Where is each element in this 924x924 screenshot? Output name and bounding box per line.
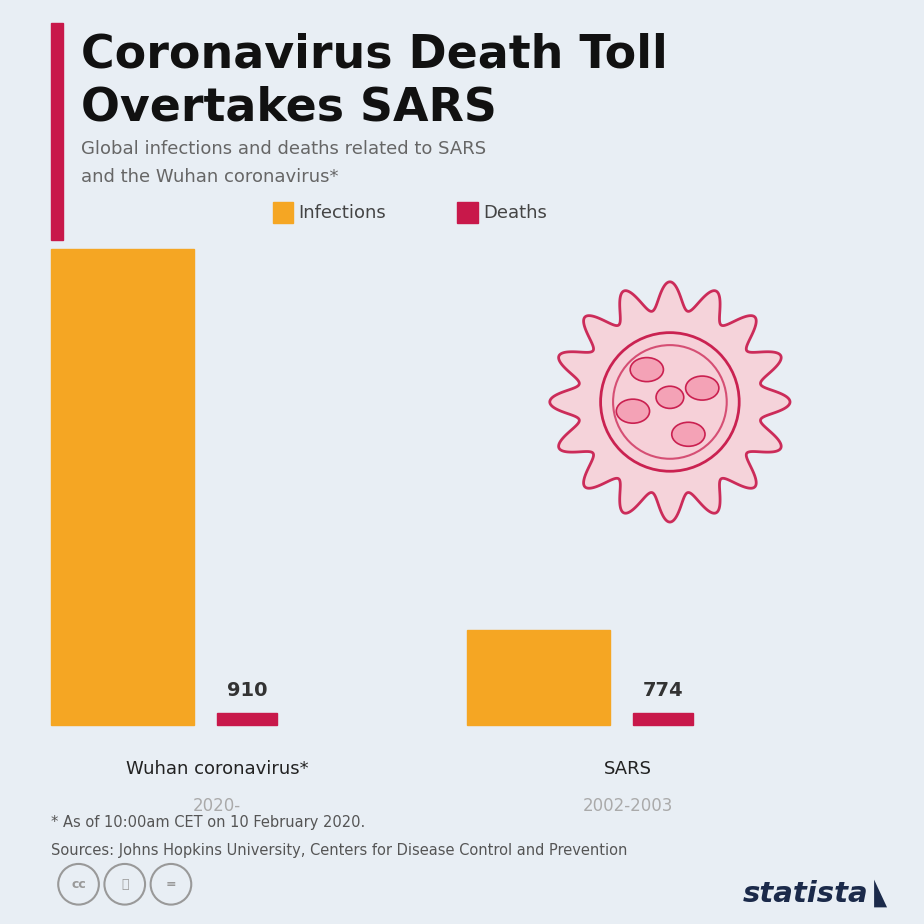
Bar [457,202,478,223]
Text: Wuhan coronavirus*: Wuhan coronavirus* [126,760,309,778]
Text: and the Wuhan coronavirus*: and the Wuhan coronavirus* [81,168,339,186]
Polygon shape [550,282,790,522]
Ellipse shape [656,386,684,408]
Ellipse shape [630,358,663,382]
Text: Coronavirus Death Toll: Coronavirus Death Toll [81,32,668,78]
Text: 2020-: 2020- [193,797,241,815]
Ellipse shape [686,376,719,400]
Bar [217,713,277,725]
Bar [51,249,194,725]
Text: 774: 774 [643,681,683,699]
Text: ⓘ: ⓘ [121,878,128,891]
Text: Infections: Infections [298,203,386,222]
Text: =: = [165,878,176,891]
Circle shape [601,333,739,471]
Bar [467,630,610,725]
Text: statista: statista [743,881,869,908]
Text: Overtakes SARS: Overtakes SARS [81,85,497,130]
Text: SARS: SARS [604,760,652,778]
Ellipse shape [672,422,705,446]
Polygon shape [874,880,887,907]
Ellipse shape [616,399,650,423]
Text: cc: cc [71,878,86,891]
Text: 8,096: 8,096 [483,678,545,697]
Text: 40,561: 40,561 [67,526,142,544]
Bar [51,23,63,240]
Text: Sources: Johns Hopkins University, Centers for Disease Control and Prevention: Sources: Johns Hopkins University, Cente… [51,843,627,857]
Bar [273,202,293,223]
Text: 910: 910 [227,681,267,699]
Text: 2002-2003: 2002-2003 [583,797,674,815]
Text: Deaths: Deaths [483,203,547,222]
Bar [633,713,693,725]
Text: * As of 10:00am CET on 10 February 2020.: * As of 10:00am CET on 10 February 2020. [51,815,365,830]
Text: Global infections and deaths related to SARS: Global infections and deaths related to … [81,140,486,158]
